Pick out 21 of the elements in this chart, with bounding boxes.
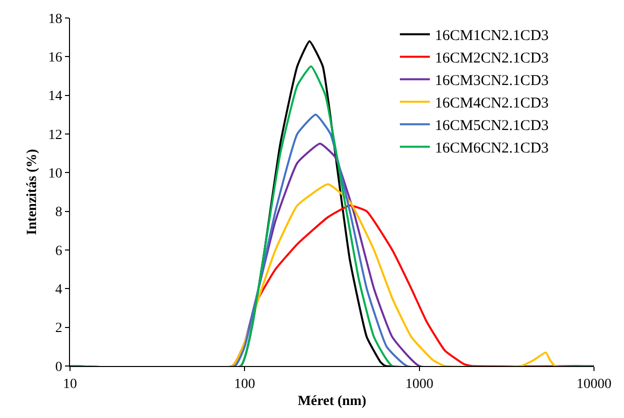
legend-label: 16CM6CN2.1CD3 xyxy=(434,140,549,157)
legend-label: 16CM1CN2.1CD3 xyxy=(434,28,549,44)
x-tick-label: 1000 xyxy=(405,376,434,392)
x-tick-label: 10000 xyxy=(576,376,612,392)
y-tick-label: 0 xyxy=(55,360,62,375)
legend-label: 16CM5CN2.1CD3 xyxy=(434,118,549,134)
y-tick-label: 2 xyxy=(55,321,62,336)
x-axis-title: Méret (nm) xyxy=(298,394,367,410)
y-tick-label: 8 xyxy=(55,205,62,220)
legend-label: 16CM2CN2.1CD3 xyxy=(434,50,549,67)
y-tick-label: 14 xyxy=(48,89,62,104)
y-tick-label: 16 xyxy=(48,50,62,66)
y-tick-label: 10 xyxy=(48,166,62,182)
legend-label: 16CM4CN2.1CD3 xyxy=(434,96,549,112)
y-tick-label: 18 xyxy=(48,12,62,27)
y-tick-label: 12 xyxy=(48,128,62,143)
legend-label: 16CM3CN2.1CD3 xyxy=(434,73,549,90)
y-tick-label: 6 xyxy=(55,244,62,259)
y-axis-title: Intenzitás (%) xyxy=(24,148,40,235)
y-tick-label: 4 xyxy=(55,282,62,298)
x-tick-label: 100 xyxy=(234,376,256,392)
